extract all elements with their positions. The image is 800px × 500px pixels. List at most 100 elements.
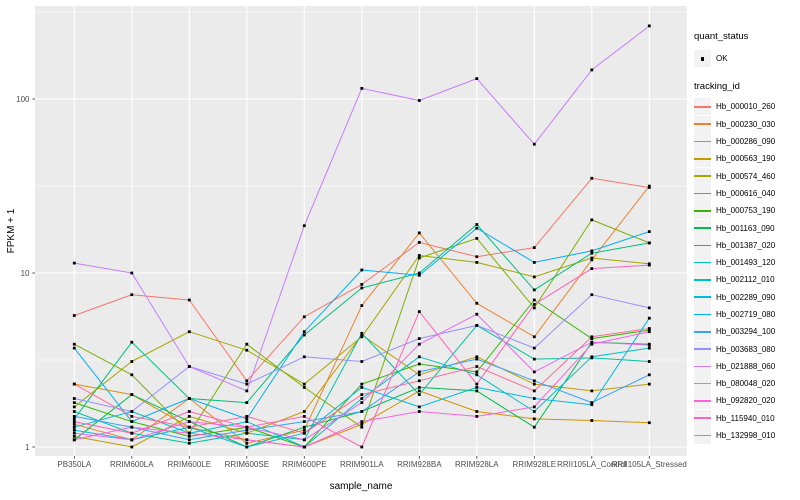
data-point — [130, 360, 134, 363]
data-point — [187, 438, 191, 442]
data-point — [130, 431, 134, 435]
legend-item-label: Hb_080048_020 — [716, 379, 776, 389]
data-point — [245, 417, 249, 421]
data-point — [302, 410, 306, 413]
data-point — [72, 422, 76, 426]
data-point — [532, 382, 536, 386]
data-point — [475, 370, 479, 374]
data-point — [302, 428, 306, 432]
data-point — [360, 283, 364, 286]
data-point — [475, 312, 479, 316]
legend-key-box — [694, 323, 711, 341]
data-point — [417, 271, 421, 275]
data-point — [360, 335, 364, 339]
data-point — [475, 255, 479, 259]
data-point — [417, 241, 421, 244]
data-point — [590, 256, 594, 260]
legend-item: Hb_002289_090 — [694, 288, 800, 306]
legend-line-swatch — [694, 348, 711, 350]
data-point — [72, 415, 76, 418]
data-point — [245, 441, 249, 445]
y-axis-title: FPKM + 1 — [6, 208, 17, 253]
data-point — [187, 441, 191, 445]
legend-line-swatch — [694, 330, 711, 333]
legend-item-label: Hb_002719_080 — [716, 310, 776, 319]
data-point — [360, 401, 364, 404]
data-point — [532, 379, 536, 383]
data-point — [417, 393, 421, 396]
data-point — [532, 417, 536, 421]
legend-key-box — [694, 254, 711, 272]
data-point — [360, 386, 364, 389]
data-point — [130, 425, 134, 429]
data-point — [647, 327, 651, 330]
legend-item-label: Hb_021888_060 — [716, 361, 776, 371]
data-point — [360, 397, 364, 400]
legend-line-swatch — [694, 279, 711, 281]
x-tick-label: RRII105LA_Stressed — [612, 460, 687, 469]
data-point — [590, 335, 594, 339]
data-point — [532, 275, 536, 279]
legend-key-box — [694, 236, 711, 254]
data-point — [532, 246, 536, 249]
legend-item-label: OK — [716, 54, 728, 64]
data-point — [475, 365, 479, 368]
data-point — [475, 77, 479, 80]
data-point — [532, 410, 536, 413]
data-point — [302, 415, 306, 418]
data-point — [590, 218, 594, 222]
legend-item: Hb_000753_190 — [694, 202, 800, 220]
data-point — [647, 263, 651, 267]
legend-item-label: Hb_000563_190 — [716, 154, 776, 164]
legend-item-label: Hb_002289_090 — [716, 292, 776, 302]
legend-line-swatch — [694, 434, 711, 437]
data-point — [417, 373, 421, 377]
data-point — [417, 310, 421, 313]
data-point — [245, 348, 249, 352]
data-point — [302, 438, 306, 442]
legend-item: Hb_001387_020 — [694, 236, 800, 254]
data-point — [302, 445, 306, 449]
legend-item: Hb_003294_100 — [694, 323, 800, 341]
data-point — [475, 389, 479, 393]
data-point — [417, 370, 421, 374]
data-point — [417, 386, 421, 389]
legend-item: Hb_003683_080 — [694, 340, 800, 358]
data-point — [532, 370, 536, 374]
legend-line-swatch — [694, 192, 711, 195]
data-point — [647, 316, 651, 320]
data-point — [590, 340, 594, 344]
data-point — [647, 373, 651, 377]
data-point — [475, 386, 479, 389]
black-point-icon — [701, 57, 705, 61]
data-point — [475, 223, 479, 226]
data-point — [130, 393, 134, 396]
data-point — [647, 24, 651, 28]
data-point — [417, 99, 421, 102]
data-point — [360, 87, 364, 90]
legend-line-swatch — [694, 209, 711, 212]
data-point — [302, 315, 306, 319]
y-tick-label: 10 — [21, 269, 30, 278]
data-point — [245, 389, 249, 393]
legend-key-box — [694, 184, 711, 202]
legend-item: Hb_002719_080 — [694, 306, 800, 323]
data-point — [417, 410, 421, 413]
data-point — [72, 401, 76, 404]
data-point — [532, 357, 536, 361]
data-point — [532, 397, 536, 400]
data-point — [417, 342, 421, 346]
legend-key-box — [694, 115, 711, 133]
legend-key-box — [694, 167, 711, 185]
data-point — [245, 420, 249, 423]
data-point — [245, 428, 249, 432]
data-point — [187, 298, 191, 302]
data-point — [245, 438, 249, 442]
data-point — [417, 231, 421, 235]
data-point — [360, 286, 364, 290]
legend-key-box — [694, 98, 711, 116]
legend-key-box — [694, 357, 711, 375]
data-point — [130, 271, 134, 275]
legend-item: Hb_115940_010 — [694, 409, 800, 427]
x-tick-label: RRIM600LA — [110, 460, 154, 469]
